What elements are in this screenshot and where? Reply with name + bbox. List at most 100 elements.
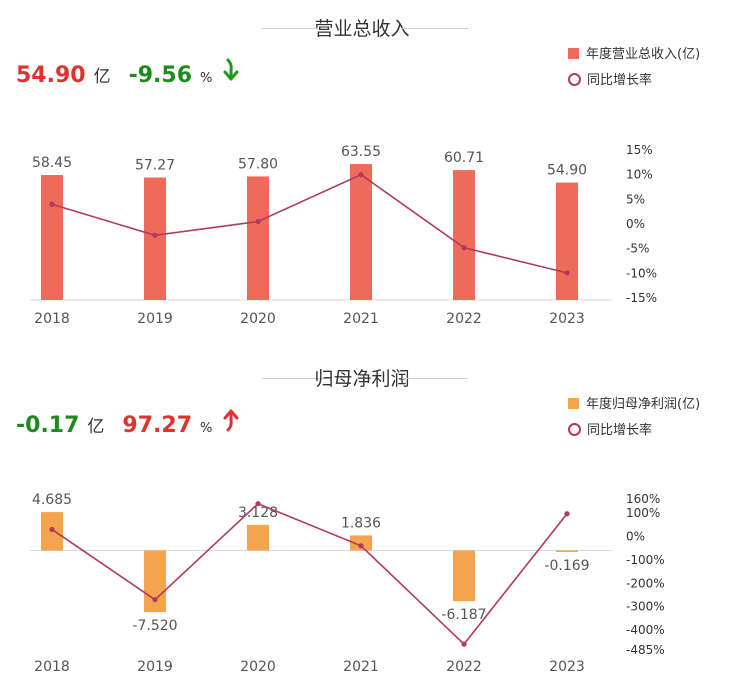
profit-kpi-change: 97.27: [122, 413, 193, 438]
legend-swatch-bar: [568, 398, 579, 409]
y-right-tick-label: -200%: [626, 576, 665, 590]
x-tick-label-2020: 2020: [240, 311, 276, 327]
growth-line: [51, 173, 568, 274]
revenue-panel: 营业总收入 54.90 亿 -9.56% 年度营业总收入(亿) 同比增长率 58.4…: [0, 12, 740, 327]
growth-point-2021: [358, 172, 364, 178]
bar-value-label-2021: 63.55: [341, 144, 381, 160]
revenue-chart-title: 营业总收入: [314, 18, 410, 40]
bar-2022: [453, 550, 475, 602]
bar-2020: [247, 524, 269, 551]
down-arrow-icon: [222, 58, 240, 86]
profit-legend: 年度归母净利润(亿) 同比增长率: [568, 394, 700, 446]
legend-label-growth: 同比增长率: [587, 423, 653, 438]
up-arrow-icon: [222, 408, 240, 436]
y-right-tick-label: -10%: [626, 266, 657, 280]
x-tick-label-2022: 2022: [446, 311, 482, 327]
bar-value-label-2018: 58.45: [32, 155, 72, 171]
y-right-tick-label: 160%: [626, 492, 660, 506]
growth-point-2019: [152, 597, 158, 603]
legend-label-revenue: 年度营业总收入(亿): [586, 47, 701, 62]
x-tick-label-2022: 2022: [446, 659, 482, 675]
growth-point-2020: [255, 501, 261, 507]
profit-kpi: -0.17 亿 97.27%: [16, 408, 240, 438]
bar-value-label-2019: 57.27: [135, 158, 175, 174]
y-right-tick-label: -300%: [626, 600, 665, 614]
revenue-kpi-value: 54.90: [16, 63, 86, 88]
y-right-tick-label: -5%: [626, 242, 649, 256]
legend-swatch-line: [568, 423, 581, 436]
bar-value-label-2020: 57.80: [238, 156, 278, 172]
bar-value-label-2023: 54.90: [547, 163, 587, 179]
growth-point-2022: [461, 641, 467, 647]
revenue-kpi-unit: 亿: [93, 67, 111, 87]
growth-point-2021: [358, 543, 364, 549]
x-tick-label-2019: 2019: [137, 311, 173, 327]
profit-chart-title: 归母净利润: [314, 368, 410, 390]
bar-value-label-2022: -6.187: [441, 607, 486, 623]
y-right-tick-label: 0%: [626, 217, 645, 231]
bar-2018: [41, 175, 63, 300]
revenue-legend: 年度营业总收入(亿) 同比增长率: [568, 44, 700, 96]
legend-swatch-bar: [568, 48, 579, 59]
bar-value-label-2021: 1.836: [341, 515, 381, 531]
x-tick-label-2020: 2020: [240, 659, 276, 675]
bar-2019: [144, 550, 166, 613]
title-divider-right: [402, 28, 468, 29]
bar-value-label-2019: -7.520: [132, 618, 177, 634]
y-right-tick-label: 5%: [626, 192, 645, 206]
growth-point-2023: [564, 511, 570, 517]
growth-point-2023: [564, 270, 570, 276]
legend-label-profit: 年度归母净利润(亿): [586, 397, 701, 412]
profit-kpi-value: -0.17: [16, 413, 80, 438]
growth-point-2018: [49, 526, 55, 533]
title-divider-right: [402, 378, 468, 379]
bar-2020: [247, 176, 269, 300]
growth-point-2022: [461, 245, 467, 251]
legend-item-profit: 年度归母净利润(亿): [568, 394, 700, 416]
legend-item-growth: 同比增长率: [568, 70, 700, 92]
profit-panel: 归母净利润 -0.17 亿 97.27% 年度归母净利润(亿) 同比增长率 4.68…: [0, 350, 740, 698]
bar-value-label-2020: 3.128: [238, 505, 278, 521]
y-right-tick-label: -100%: [626, 553, 665, 567]
x-tick-label-2021: 2021: [343, 311, 379, 327]
y-right-tick-label: 100%: [626, 506, 660, 520]
x-tick-label-2018: 2018: [34, 659, 70, 675]
y-right-tick-label: 10%: [626, 168, 653, 182]
profit-chart: 4.685 -7.520 3.128 1.836 -6.187 -0.169 2018 201…: [30, 492, 665, 675]
bar-2023: [556, 550, 578, 552]
revenue-kpi-change-unit: %: [200, 71, 213, 86]
bar-2021: [350, 535, 372, 551]
y-right-tick-label: -15%: [626, 291, 657, 305]
bar-2021: [350, 164, 372, 300]
bar-value-label-2023: -0.169: [544, 558, 589, 574]
legend-label-growth: 同比增长率: [587, 73, 653, 88]
bar-2019: [144, 177, 166, 300]
y-right-tick-label: 15%: [626, 143, 653, 157]
profit-kpi-change-unit: %: [200, 421, 213, 436]
legend-swatch-line: [568, 73, 581, 86]
legend-item-revenue: 年度营业总收入(亿): [568, 44, 700, 66]
x-tick-label-2023: 2023: [549, 659, 585, 675]
profit-title-row: 归母净利润: [0, 362, 740, 392]
bar-2023: [556, 182, 578, 300]
title-divider-left: [262, 378, 328, 379]
revenue-kpi: 54.90 亿 -9.56%: [16, 58, 240, 88]
revenue-kpi-change: -9.56: [128, 63, 193, 88]
growth-point-2019: [152, 232, 158, 238]
growth-line: [51, 502, 568, 646]
x-tick-label-2018: 2018: [34, 311, 70, 327]
x-tick-label-2023: 2023: [549, 311, 585, 327]
bar-value-label-2018: 4.685: [32, 492, 72, 508]
legend-item-growth: 同比增长率: [568, 420, 700, 442]
growth-point-2020: [255, 218, 261, 225]
revenue-chart: 58.45 57.27 57.80 63.55 60.71 54.90 2018 2019 20…: [30, 143, 657, 327]
title-divider-left: [262, 28, 328, 29]
bar-2022: [453, 170, 475, 300]
revenue-title-row: 营业总收入: [0, 12, 740, 42]
y-right-tick-label: 0%: [626, 529, 645, 543]
y-right-tick-label: -485%: [626, 643, 665, 657]
growth-point-2018: [49, 201, 55, 207]
y-right-tick-label: -400%: [626, 623, 665, 637]
x-tick-label-2021: 2021: [343, 659, 379, 675]
bar-value-label-2022: 60.71: [444, 150, 484, 166]
